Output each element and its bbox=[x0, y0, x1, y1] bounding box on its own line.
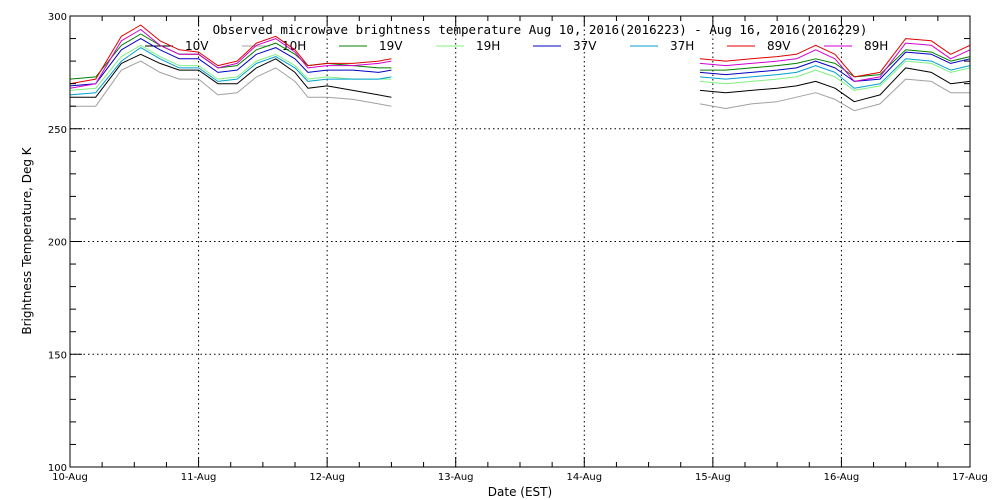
series-line-37H bbox=[699, 58, 971, 89]
x-tick-label: 16-Aug bbox=[824, 472, 860, 483]
x-tick-label: 11-Aug bbox=[181, 472, 217, 483]
series-line-10H bbox=[699, 78, 970, 112]
series-line-37V bbox=[69, 38, 392, 87]
series-37H bbox=[69, 47, 971, 96]
series-line-10H bbox=[70, 60, 392, 107]
legend-item: 10H bbox=[242, 39, 306, 53]
legend-label: 37V bbox=[573, 39, 597, 53]
legend-item: 19V bbox=[339, 39, 403, 53]
x-tick-label: 12-Aug bbox=[309, 472, 345, 483]
axes: 10-Aug 11-Aug 12-Aug 13-Aug 14-Aug 15-Aug 16-A… bbox=[48, 12, 988, 483]
legend: 10V 10H 19V 19H 37V 37H 89V 89H bbox=[145, 39, 888, 53]
y-axis-title: Brightness Temperature, Deg K bbox=[20, 146, 34, 334]
y-tick-label: 150 bbox=[48, 350, 67, 361]
x-axis-title: Date (EST) bbox=[488, 485, 552, 499]
series-19V bbox=[69, 33, 971, 80]
series-line-37V bbox=[699, 51, 971, 82]
x-tick-label: 17-Aug bbox=[952, 472, 988, 483]
chart-title: Observed microwave brightness temperatur… bbox=[213, 22, 868, 37]
series-89H bbox=[69, 29, 971, 89]
y-tick-label: 100 bbox=[48, 463, 67, 474]
series-line-19H bbox=[69, 44, 392, 91]
x-tick-label: 13-Aug bbox=[438, 472, 474, 483]
grid-lines bbox=[70, 16, 970, 467]
series-line-10V bbox=[70, 53, 392, 98]
series-line-89V bbox=[69, 24, 392, 85]
legend-label: 89H bbox=[864, 39, 888, 53]
legend-item: 37V bbox=[533, 39, 597, 53]
series-line-37H bbox=[69, 47, 392, 96]
legend-item: 19H bbox=[436, 39, 500, 53]
x-tick-label: 14-Aug bbox=[566, 472, 602, 483]
series-19H bbox=[69, 44, 971, 91]
plot-frame bbox=[69, 15, 971, 468]
x-tick-label: 15-Aug bbox=[695, 472, 731, 483]
series-lines bbox=[69, 24, 971, 112]
series-line-89H bbox=[699, 42, 971, 82]
legend-label: 19V bbox=[379, 39, 403, 53]
series-line-89V bbox=[699, 38, 971, 78]
series-10V bbox=[70, 53, 971, 103]
x-tick-label: 10-Aug bbox=[52, 472, 88, 483]
series-37V bbox=[69, 38, 971, 87]
series-10H bbox=[70, 60, 970, 112]
legend-label: 10H bbox=[282, 39, 306, 53]
legend-item: 89V bbox=[727, 39, 791, 53]
series-line-10V bbox=[699, 67, 971, 103]
y-tick-label: 250 bbox=[48, 125, 67, 136]
legend-item: 37H bbox=[630, 39, 694, 53]
legend-item: 89H bbox=[824, 39, 888, 53]
series-line-19H bbox=[699, 60, 971, 91]
series-89V bbox=[69, 24, 971, 85]
legend-label: 89V bbox=[767, 39, 791, 53]
legend-label: 10V bbox=[185, 39, 209, 53]
series-line-19V bbox=[69, 33, 392, 80]
legend-label: 37H bbox=[670, 39, 694, 53]
legend-item: 10V bbox=[145, 39, 209, 53]
series-line-89H bbox=[69, 29, 392, 89]
y-tick-label: 200 bbox=[48, 238, 67, 249]
series-line-19V bbox=[700, 49, 971, 78]
y-tick-label: 300 bbox=[48, 12, 67, 23]
legend-label: 19H bbox=[476, 39, 500, 53]
